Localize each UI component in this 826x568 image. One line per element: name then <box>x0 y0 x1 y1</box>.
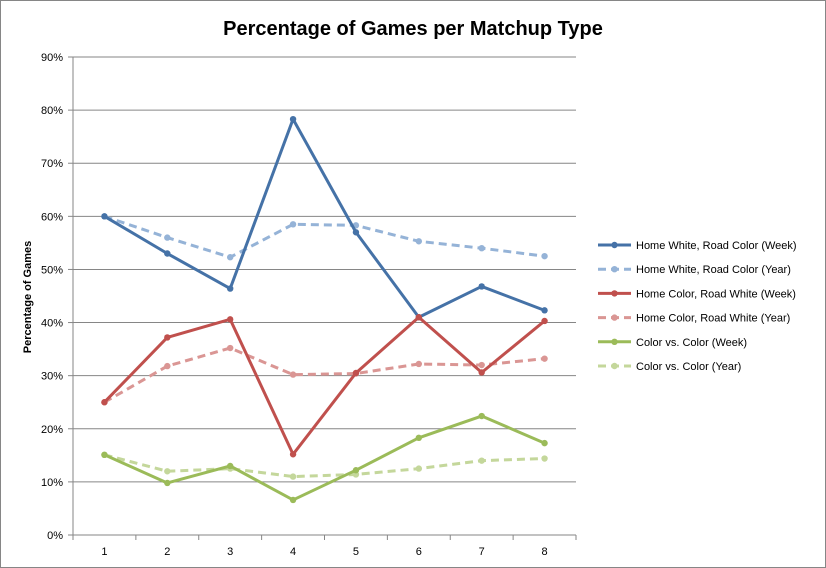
legend-label: Home Color, Road White (Year) <box>636 313 790 325</box>
data-point <box>289 473 297 480</box>
x-tick-label: 1 <box>101 546 107 558</box>
data-point <box>415 465 423 472</box>
series-line <box>101 314 548 458</box>
data-point <box>541 455 548 462</box>
data-point <box>352 229 360 236</box>
legend-marker <box>611 362 618 370</box>
legend-label: Home White, Road Color (Week) <box>636 240 797 252</box>
x-tick-label: 2 <box>164 546 170 558</box>
x-tick-label: 4 <box>290 546 296 558</box>
legend-label: Color vs. Color (Week) <box>636 337 747 349</box>
x-tick-label: 5 <box>353 546 359 558</box>
legend-item: Color vs. Color (Week) <box>598 337 747 349</box>
data-point <box>164 468 171 475</box>
legend-marker <box>611 314 618 321</box>
data-point <box>164 234 171 241</box>
y-tick-label: 90% <box>41 52 63 64</box>
series-group <box>101 115 548 504</box>
series-path <box>103 346 545 404</box>
series-line <box>101 412 548 504</box>
data-point <box>101 451 108 459</box>
data-point <box>226 462 234 470</box>
legend-item: Home White, Road Color (Year) <box>598 264 791 276</box>
y-axis-label: Percentage of Games <box>22 241 34 354</box>
legend-marker <box>611 241 618 249</box>
y-tick-label: 30% <box>41 371 63 383</box>
legend-marker <box>611 266 618 273</box>
data-point <box>415 360 423 368</box>
data-point <box>478 245 485 252</box>
y-tick-label: 70% <box>41 158 63 170</box>
legend: Home White, Road Color (Week) Home White,… <box>598 240 797 373</box>
legend-label: Home White, Road Color (Year) <box>636 264 791 276</box>
data-point <box>541 317 548 325</box>
x-tick-label: 7 <box>479 546 485 558</box>
data-point <box>164 479 171 487</box>
series-path <box>103 117 546 319</box>
legend-marker <box>611 338 618 345</box>
data-point <box>164 362 171 370</box>
data-point <box>164 250 171 257</box>
y-tick-label: 60% <box>41 211 63 223</box>
data-point <box>289 451 297 458</box>
y-tick-label: 80% <box>41 105 63 117</box>
data-point <box>289 496 297 504</box>
legend-item: Color vs. Color (Year) <box>598 361 741 373</box>
data-point <box>541 307 548 314</box>
data-point <box>226 316 234 323</box>
data-point <box>289 115 297 123</box>
data-point <box>164 334 171 341</box>
legend-label: Home Color, Road White (Week) <box>636 288 796 300</box>
data-point <box>478 412 485 420</box>
gridlines <box>73 56 576 483</box>
y-tick-label: 10% <box>41 477 63 489</box>
data-point <box>541 252 548 260</box>
axes: 0% 10% 20% 30% 40% 50% 60% 70% 80% 90% 1 2 3 4 5 6 7 8 <box>41 52 577 558</box>
legend-marker <box>611 290 618 297</box>
y-tick-label: 0% <box>47 530 63 542</box>
x-tick-label: 6 <box>416 546 422 558</box>
series-path <box>103 315 546 456</box>
chart-title: Percentage of Games per Matchup Type <box>223 18 603 40</box>
data-point <box>415 434 423 442</box>
y-tick-label: 50% <box>41 264 63 276</box>
legend-item: Home Color, Road White (Year) <box>598 313 790 325</box>
series-path <box>103 214 545 259</box>
data-point <box>101 399 108 406</box>
legend-label: Color vs. Color (Year) <box>636 361 741 373</box>
legend-item: Home White, Road Color (Week) <box>598 240 797 252</box>
y-tick-label: 20% <box>41 424 63 436</box>
y-tick-label: 40% <box>41 318 63 330</box>
x-tick-label: 8 <box>542 546 548 558</box>
data-point <box>415 314 423 321</box>
x-tick-label: 3 <box>227 546 233 558</box>
data-point <box>478 361 485 369</box>
data-point <box>541 439 548 447</box>
data-point <box>226 344 234 352</box>
data-point <box>541 355 548 362</box>
data-point <box>352 467 360 474</box>
series-path <box>103 414 546 502</box>
data-point <box>478 369 485 376</box>
data-point <box>352 369 360 377</box>
series-line <box>101 115 548 321</box>
series-line <box>101 451 548 480</box>
data-point <box>289 371 297 378</box>
series-path <box>104 453 545 479</box>
data-point <box>226 285 234 292</box>
legend-item: Home Color, Road White (Week) <box>598 288 796 300</box>
data-point <box>478 283 485 290</box>
data-point <box>101 213 108 220</box>
data-point <box>415 238 423 245</box>
data-point <box>478 457 485 464</box>
data-point <box>226 254 234 261</box>
data-point <box>289 221 297 228</box>
